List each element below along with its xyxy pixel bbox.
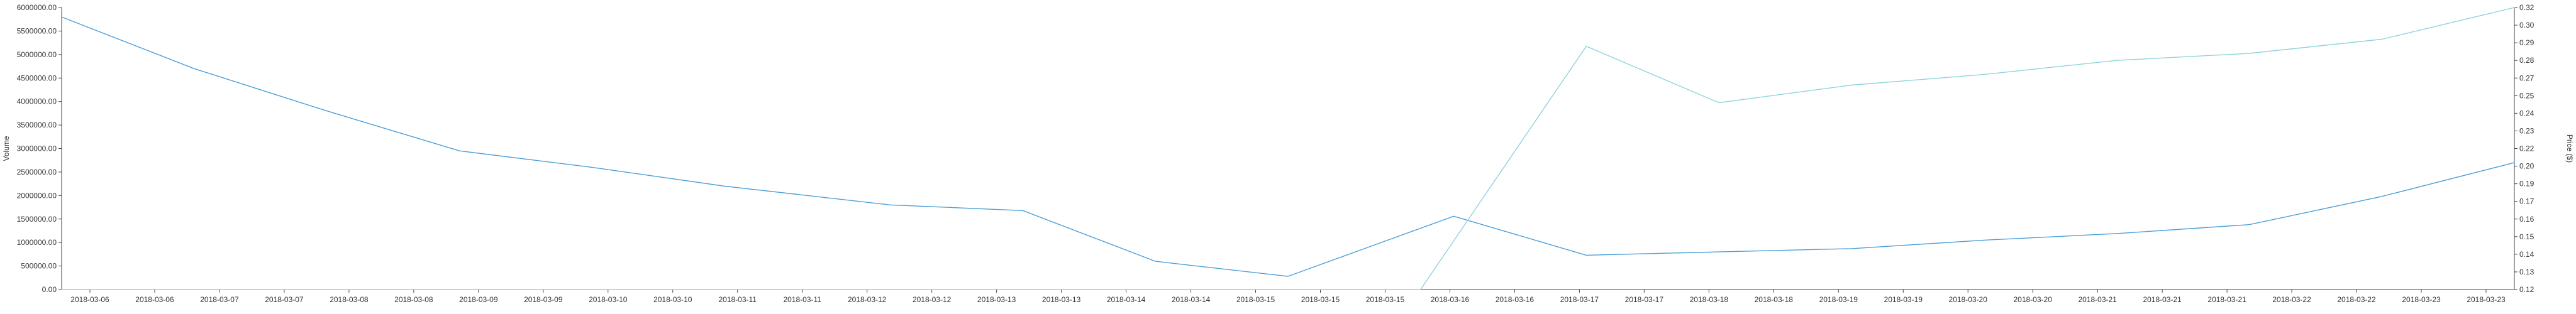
x-tick-label: 2018-03-19 bbox=[1819, 295, 1858, 304]
x-tick-label: 2018-03-13 bbox=[977, 295, 1016, 304]
right-axis-title: Price ($) bbox=[2565, 134, 2574, 163]
x-tick-label: 2018-03-08 bbox=[394, 295, 433, 304]
x-tick-label: 2018-03-23 bbox=[2467, 295, 2506, 304]
right-tick-label: 0.12 bbox=[2519, 285, 2534, 294]
left-tick-label: 1000000.00 bbox=[17, 238, 57, 247]
volume-series-line bbox=[61, 16, 2515, 277]
x-tick-label: 2018-03-09 bbox=[524, 295, 563, 304]
left-axis-title: Volume bbox=[2, 136, 11, 161]
left-tick-label: 3500000.00 bbox=[17, 121, 57, 129]
right-tick-label: 0.17 bbox=[2519, 197, 2534, 206]
x-tick-label: 2018-03-06 bbox=[70, 295, 109, 304]
x-tick-label: 2018-03-10 bbox=[653, 295, 692, 304]
x-tick-label: 2018-03-07 bbox=[265, 295, 304, 304]
left-tick-label: 1500000.00 bbox=[17, 215, 57, 224]
right-y-axis: 0.12 0.13 0.14 0.15 0.16 0.17 0.19 0.20 0.22 0.23… bbox=[2514, 3, 2534, 294]
right-tick-label: 0.27 bbox=[2519, 73, 2534, 82]
x-tick-label: 2018-03-21 bbox=[2207, 295, 2246, 304]
left-tick-label: 5500000.00 bbox=[17, 26, 57, 35]
right-tick-label: 0.25 bbox=[2519, 91, 2534, 100]
x-tick-label: 2018-03-18 bbox=[1690, 295, 1729, 304]
left-tick-label: 4500000.00 bbox=[17, 73, 57, 82]
x-tick-label: 2018-03-16 bbox=[1431, 295, 1470, 304]
x-tick-label: 2018-03-07 bbox=[200, 295, 239, 304]
x-tick-label: 2018-03-23 bbox=[2402, 295, 2441, 304]
right-tick-label: 0.28 bbox=[2519, 56, 2534, 65]
right-tick-label: 0.19 bbox=[2519, 180, 2534, 188]
left-y-axis: 0.00 500000.00 1000000.00 1500000.00 2000000… bbox=[17, 3, 62, 294]
x-tick-label: 2018-03-22 bbox=[2337, 295, 2376, 304]
right-tick-label: 0.13 bbox=[2519, 268, 2534, 276]
left-tick-label: 5000000.00 bbox=[17, 50, 57, 59]
x-tick-label: 2018-03-13 bbox=[1042, 295, 1081, 304]
x-tick-label: 2018-03-21 bbox=[2078, 295, 2117, 304]
right-tick-label: 0.16 bbox=[2519, 215, 2534, 224]
x-tick-label: 2018-03-17 bbox=[1625, 295, 1664, 304]
x-tick-label: 2018-03-10 bbox=[589, 295, 628, 304]
left-tick-label: 500000.00 bbox=[21, 262, 57, 271]
x-tick-label: 2018-03-16 bbox=[1496, 295, 1535, 304]
left-tick-label: 2500000.00 bbox=[17, 168, 57, 176]
x-tick-label: 2018-03-14 bbox=[1172, 295, 1211, 304]
x-axis: 2018-03-06 2018-03-06 2018-03-07 2018-03-07… bbox=[62, 289, 2514, 304]
right-tick-label: 0.24 bbox=[2519, 109, 2534, 117]
x-tick-label: 2018-03-19 bbox=[1884, 295, 1923, 304]
x-tick-label: 2018-03-22 bbox=[2272, 295, 2311, 304]
left-tick-label: 6000000.00 bbox=[17, 3, 57, 12]
x-tick-label: 2018-03-21 bbox=[2143, 295, 2182, 304]
x-tick-label: 2018-03-15 bbox=[1366, 295, 1405, 304]
x-tick-label: 2018-03-11 bbox=[718, 295, 757, 304]
x-tick-label: 2018-03-09 bbox=[459, 295, 498, 304]
x-tick-label: 2018-03-20 bbox=[2013, 295, 2052, 304]
x-tick-label: 2018-03-12 bbox=[913, 295, 952, 304]
x-tick-label: 2018-03-15 bbox=[1236, 295, 1275, 304]
right-tick-label: 0.23 bbox=[2519, 126, 2534, 135]
right-tick-label: 0.30 bbox=[2519, 21, 2534, 30]
x-tick-label: 2018-03-14 bbox=[1107, 295, 1146, 304]
right-tick-label: 0.15 bbox=[2519, 232, 2534, 241]
x-tick-label: 2018-03-08 bbox=[330, 295, 369, 304]
x-tick-label: 2018-03-15 bbox=[1301, 295, 1340, 304]
x-tick-label: 2018-03-20 bbox=[1949, 295, 1988, 304]
right-tick-label: 0.32 bbox=[2519, 3, 2534, 12]
x-tick-label: 2018-03-11 bbox=[783, 295, 821, 304]
right-tick-label: 0.29 bbox=[2519, 38, 2534, 47]
right-tick-label: 0.14 bbox=[2519, 250, 2534, 259]
x-tick-label: 2018-03-17 bbox=[1560, 295, 1599, 304]
series-lines bbox=[61, 7, 2515, 290]
x-tick-label: 2018-03-12 bbox=[848, 295, 887, 304]
left-tick-label: 0.00 bbox=[42, 285, 57, 294]
x-tick-label: 2018-03-06 bbox=[135, 295, 174, 304]
left-tick-label: 4000000.00 bbox=[17, 97, 57, 106]
x-tick-label: 2018-03-18 bbox=[1755, 295, 1794, 304]
left-tick-label: 3000000.00 bbox=[17, 144, 57, 153]
right-tick-label: 0.22 bbox=[2519, 144, 2534, 153]
left-tick-label: 2000000.00 bbox=[17, 191, 57, 200]
right-tick-label: 0.20 bbox=[2519, 162, 2534, 171]
price-series-line bbox=[61, 7, 2515, 290]
